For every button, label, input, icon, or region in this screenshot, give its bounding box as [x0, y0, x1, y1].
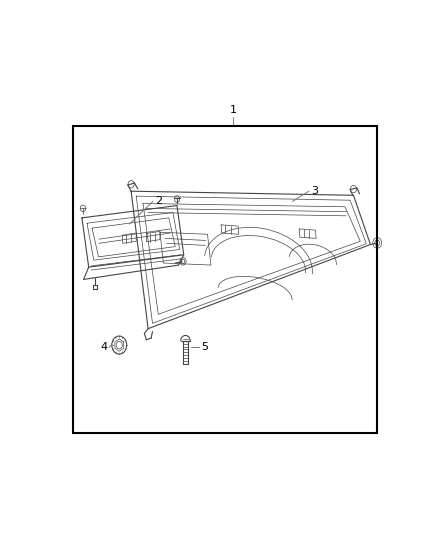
Bar [74, 126, 377, 433]
Text: 3: 3 [311, 186, 318, 196]
Text: 1: 1 [230, 105, 237, 115]
Text: 5: 5 [201, 342, 208, 352]
Text: 4: 4 [100, 342, 107, 352]
Text: 2: 2 [155, 197, 162, 206]
